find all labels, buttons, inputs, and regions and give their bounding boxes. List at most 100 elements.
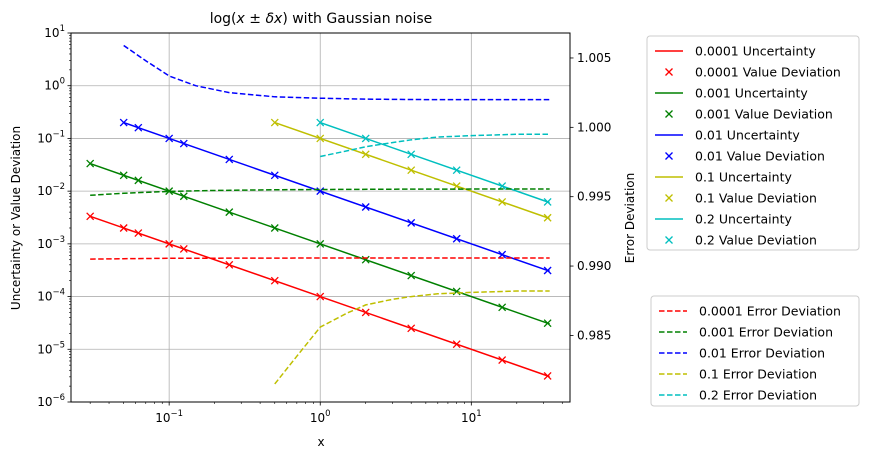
series-line [274,290,550,385]
legend-box [646,35,860,251]
series-0-01-uncertainty [123,121,550,272]
legend-box [650,295,860,407]
legend-label: 0.001 Error Deviation [699,325,833,340]
legend-marker [665,110,673,118]
legend-entry: 0.1 Uncertainty [655,170,792,185]
x-tick-label: 101 [461,409,482,425]
y-tick-label: 10−4 [37,288,65,304]
legend-entry: 0.2 Uncertainty [655,212,792,227]
data-point [134,123,143,132]
legend-label: 0.2 Uncertainty [695,212,792,227]
y2-tick-label: 0.985 [577,328,611,342]
data-point [225,155,234,164]
y-tick-label: 10−1 [37,129,65,145]
data-point [225,208,234,217]
legend-entry: 0.1 Error Deviation [659,367,817,382]
data-point [225,260,234,269]
data-point [316,239,325,248]
legend-label: 0.0001 Value Deviation [695,65,841,80]
legend-entry: 0.01 Uncertainty [655,128,800,143]
x-tick-label: 100 [310,409,331,425]
legend-label: 0.01 Uncertainty [695,128,800,143]
data-point [316,292,325,301]
x-axis-label: x [317,435,324,449]
data-point [179,139,188,148]
y-tick-label: 10−2 [37,182,65,198]
legend-label: 0.2 Value Deviation [695,233,817,248]
legend-marker [665,152,673,160]
data-point [165,239,174,248]
legend-marker [665,68,673,76]
data-point [407,271,416,280]
data-point [119,118,128,127]
data-point [361,308,370,317]
data-point [543,266,552,275]
y-tick-label: 10−6 [37,393,65,409]
series-0-1-error-deviation [274,290,550,385]
y-tick-label: 10−3 [37,235,65,251]
legend-label: 0.0001 Error Deviation [699,304,841,319]
y2-tick-label: 1.005 [577,51,611,65]
legend-entry: 0.2 Error Deviation [659,388,817,403]
legend-label: 0.1 Error Deviation [699,367,817,382]
data-point [119,224,128,232]
data-point [86,159,95,168]
legend-entry: 0.0001 Value Deviation [665,65,841,80]
data-point [119,171,128,180]
y2-tick-label: 1.000 [577,120,611,134]
data-point [498,250,507,259]
legend-entry: 0.001 Uncertainty [655,86,808,101]
data-point [316,118,325,127]
series-0-01-error-deviation [123,44,550,101]
series-0-2-error-deviation [320,133,550,158]
series-line [123,44,550,101]
data-point [543,213,552,222]
plot-area [86,44,552,385]
y2-tick-label: 0.990 [577,259,611,273]
data-point [361,150,370,159]
data-point [361,203,370,211]
series-line [90,257,550,260]
data-point [134,229,143,238]
legend-label: 0.01 Error Deviation [699,346,825,361]
legend-label: 0.01 Value Deviation [695,149,825,164]
data-point [407,150,416,159]
series-0-2-value-deviation [316,118,552,206]
legend-error-deviation: 0.0001 Error Deviation 0.001 Error Deviat… [650,295,860,407]
data-point [452,234,461,243]
legend-entry: 0.1 Value Deviation [665,191,817,206]
y2-tick-label: 0.995 [577,190,611,204]
legend-uncertainty: 0.0001 Uncertainty 0.0001 Value Deviation… [646,35,860,251]
series-line [90,188,550,197]
data-point [543,319,552,328]
data-point [543,371,552,380]
series-0-0001-value-deviation [86,212,552,380]
data-point [179,245,188,253]
data-point [452,166,461,175]
series-0-01-value-deviation [119,118,552,275]
legend-entry: 0.01 Error Deviation [659,346,825,361]
legend-entry: 0.0001 Uncertainty [655,44,816,59]
y-axis-label: Uncertainty or Value Deviation [9,126,23,310]
y-tick-label: 101 [44,24,65,40]
legend-entry: 0.01 Value Deviation [665,149,825,164]
legend-entry: 0.001 Error Deviation [659,325,833,340]
legend-label: 0.001 Uncertainty [695,86,808,101]
data-point [316,134,325,143]
legend-marker [665,194,673,202]
series-0-001-error-deviation [90,188,550,197]
y-tick-label: 10−5 [37,340,65,356]
legend-label: 0.001 Value Deviation [695,107,833,122]
data-point [270,276,279,285]
data-point [165,134,174,143]
data-point [179,192,188,201]
data-point [498,303,507,312]
legend-marker [665,236,673,244]
data-point [270,224,279,232]
legend-entry: 0.001 Value Deviation [665,107,833,122]
data-point [407,218,416,227]
legend-label: 0.2 Error Deviation [699,388,817,403]
data-point [452,340,461,349]
data-point [498,197,507,206]
